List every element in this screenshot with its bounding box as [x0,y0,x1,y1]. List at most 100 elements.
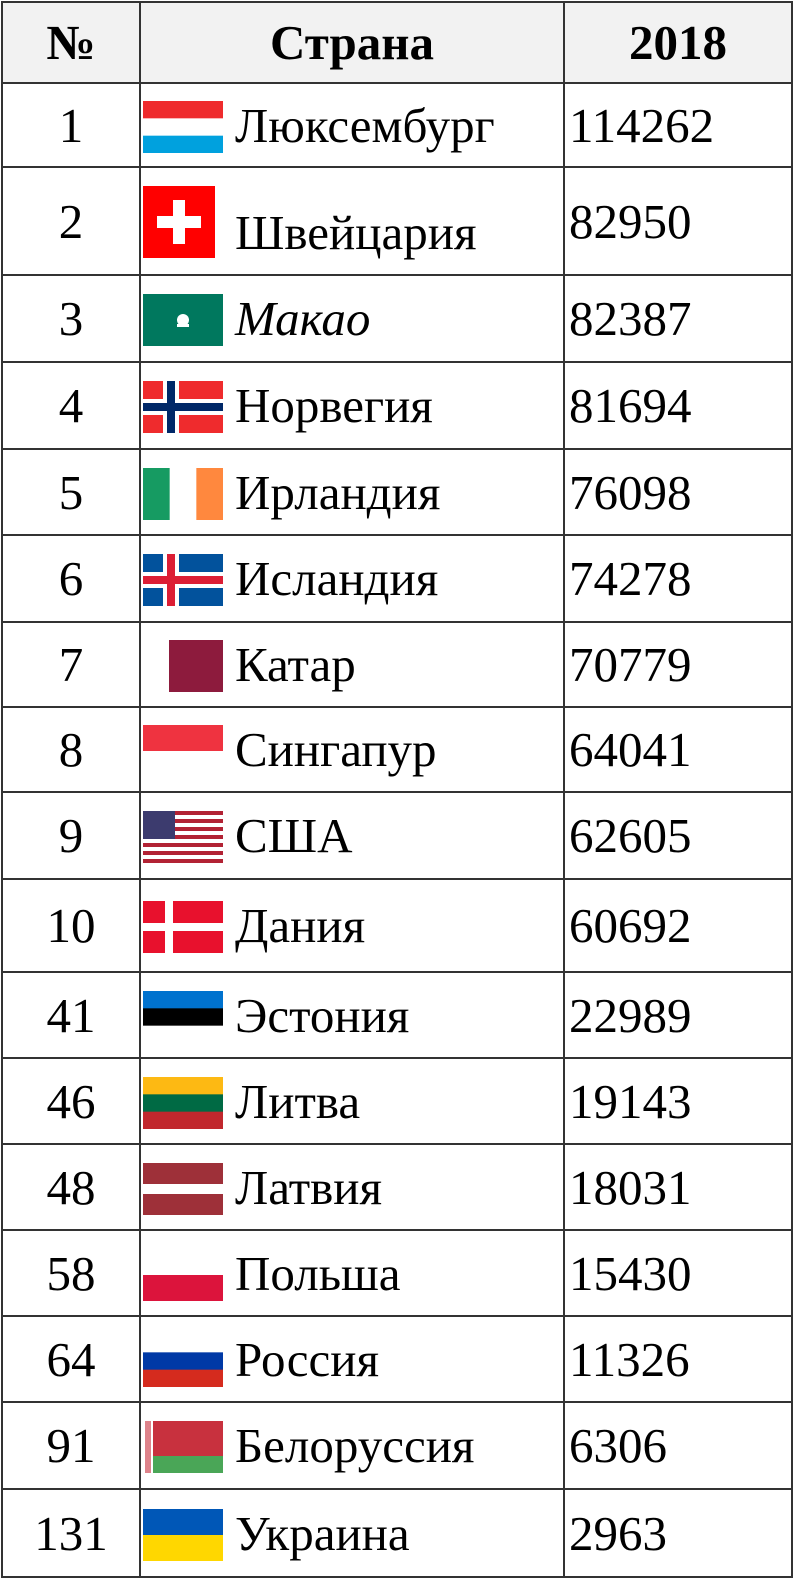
country-name: Белоруссия [235,1418,475,1473]
rank-cell: 46 [1,1057,141,1145]
table-row: 7 Катар 70779 [1,621,793,708]
rank-cell: 6 [1,534,141,623]
value-cell: 19143 [563,1057,793,1145]
country-name: Литва [235,1073,361,1129]
rank-cell: 58 [1,1229,141,1317]
value-cell: 6306 [563,1401,793,1490]
country-cell: Польша [139,1229,565,1317]
value-cell: 82387 [563,274,793,363]
country-cell: Норвегия [139,361,565,450]
value-cell: 62605 [563,791,793,880]
value-cell: 2963 [563,1488,793,1578]
flag-icon [143,467,224,520]
rank-cell: 8 [1,706,141,793]
table-row: 4 Норвегия 81694 [1,361,793,450]
flag-icon [143,990,223,1043]
country-cell: Катар [139,621,565,708]
table-row: 41 Эстония 22989 [1,971,793,1059]
country-cell: Люксембург [139,82,565,168]
flag-icon [143,381,223,433]
flag-icon [143,554,223,606]
table-row: 64 Россия 11326 [1,1315,793,1403]
value-cell: 74278 [563,534,793,623]
value-cell: 81694 [563,361,793,450]
rank-cell: 3 [1,274,141,363]
country-name: Сингапур [235,722,437,777]
value-cell: 15430 [563,1229,793,1317]
country-cell: Дания [139,878,565,973]
country-name: Ирландия [235,464,441,520]
rank-cell: 91 [1,1401,141,1490]
country-cell: Украина [139,1488,565,1578]
table-row: 131 Украина 2963 [1,1488,793,1578]
country-name: Швейцария [235,204,477,260]
rank-cell: 2 [1,166,141,276]
value-cell: 18031 [563,1143,793,1231]
value-cell: 64041 [563,706,793,793]
flag-icon [143,1334,223,1387]
header-country: Страна [139,1,565,84]
country-name: Латвия [235,1159,383,1215]
country-name: Украина [235,1505,410,1561]
rank-cell: 10 [1,878,141,973]
table-row: 48 Латвия 18031 [1,1143,793,1231]
value-cell: 114262 [563,82,793,168]
flag-icon [143,185,215,258]
country-name: Катар [235,637,356,692]
rank-cell: 4 [1,361,141,450]
flag-icon [143,1248,223,1301]
rank-cell: 5 [1,448,141,536]
country-cell: США [139,791,565,880]
rank-cell: 41 [1,971,141,1059]
flag-icon [143,811,223,863]
table-row: 6 Исландия 74278 [1,534,793,623]
value-cell: 22989 [563,971,793,1059]
table-row: 58 Польша 15430 [1,1229,793,1317]
flag-icon [143,640,223,692]
country-cell: Исландия [139,534,565,623]
country-name: Россия [235,1331,380,1387]
table-row: 9 США 62605 [1,791,793,880]
header-year: 2018 [563,1,793,84]
table-row: 91 Белоруссия 6306 [1,1401,793,1490]
country-name: Польша [235,1245,401,1301]
table-row: 8 Сингапур 64041 [1,706,793,793]
country-name: Дания [235,898,366,953]
table-row: 5 Ирландия 76098 [1,448,793,536]
value-cell: 60692 [563,878,793,973]
rank-cell: 9 [1,791,141,880]
rank-cell: 131 [1,1488,141,1578]
value-cell: 82950 [563,166,793,276]
flag-icon [143,1508,223,1561]
value-cell: 70779 [563,621,793,708]
table-row: 1 Люксембург 114262 [1,82,793,168]
header-rank: № [1,1,141,84]
rank-cell: 7 [1,621,141,708]
country-cell: Сингапур [139,706,565,793]
country-name: Люксембург [235,97,495,153]
country-cell: Ирландия [139,448,565,536]
header-row: № Страна 2018 [1,1,793,84]
country-name: Исландия [235,551,439,606]
country-cell: Макао [139,274,565,363]
flag-icon [143,1076,223,1129]
country-cell: Латвия [139,1143,565,1231]
table-row: 2 Швейцария 82950 [1,166,793,276]
country-name: Эстония [235,987,410,1043]
country-cell: Эстония [139,971,565,1059]
rank-cell: 48 [1,1143,141,1231]
country-name: США [235,808,353,863]
table-row: 3 Макао 82387 [1,274,793,363]
flag-icon [143,100,223,153]
country-cell: Белоруссия [139,1401,565,1490]
flag-icon [143,901,223,953]
country-cell: Россия [139,1315,565,1403]
value-cell: 11326 [563,1315,793,1403]
flag-icon [143,725,223,778]
rank-cell: 64 [1,1315,141,1403]
flag-icon [143,1162,223,1215]
table-row: 10 Дания 60692 [1,878,793,973]
country-cell: Литва [139,1057,565,1145]
country-name: Макао [235,291,371,346]
